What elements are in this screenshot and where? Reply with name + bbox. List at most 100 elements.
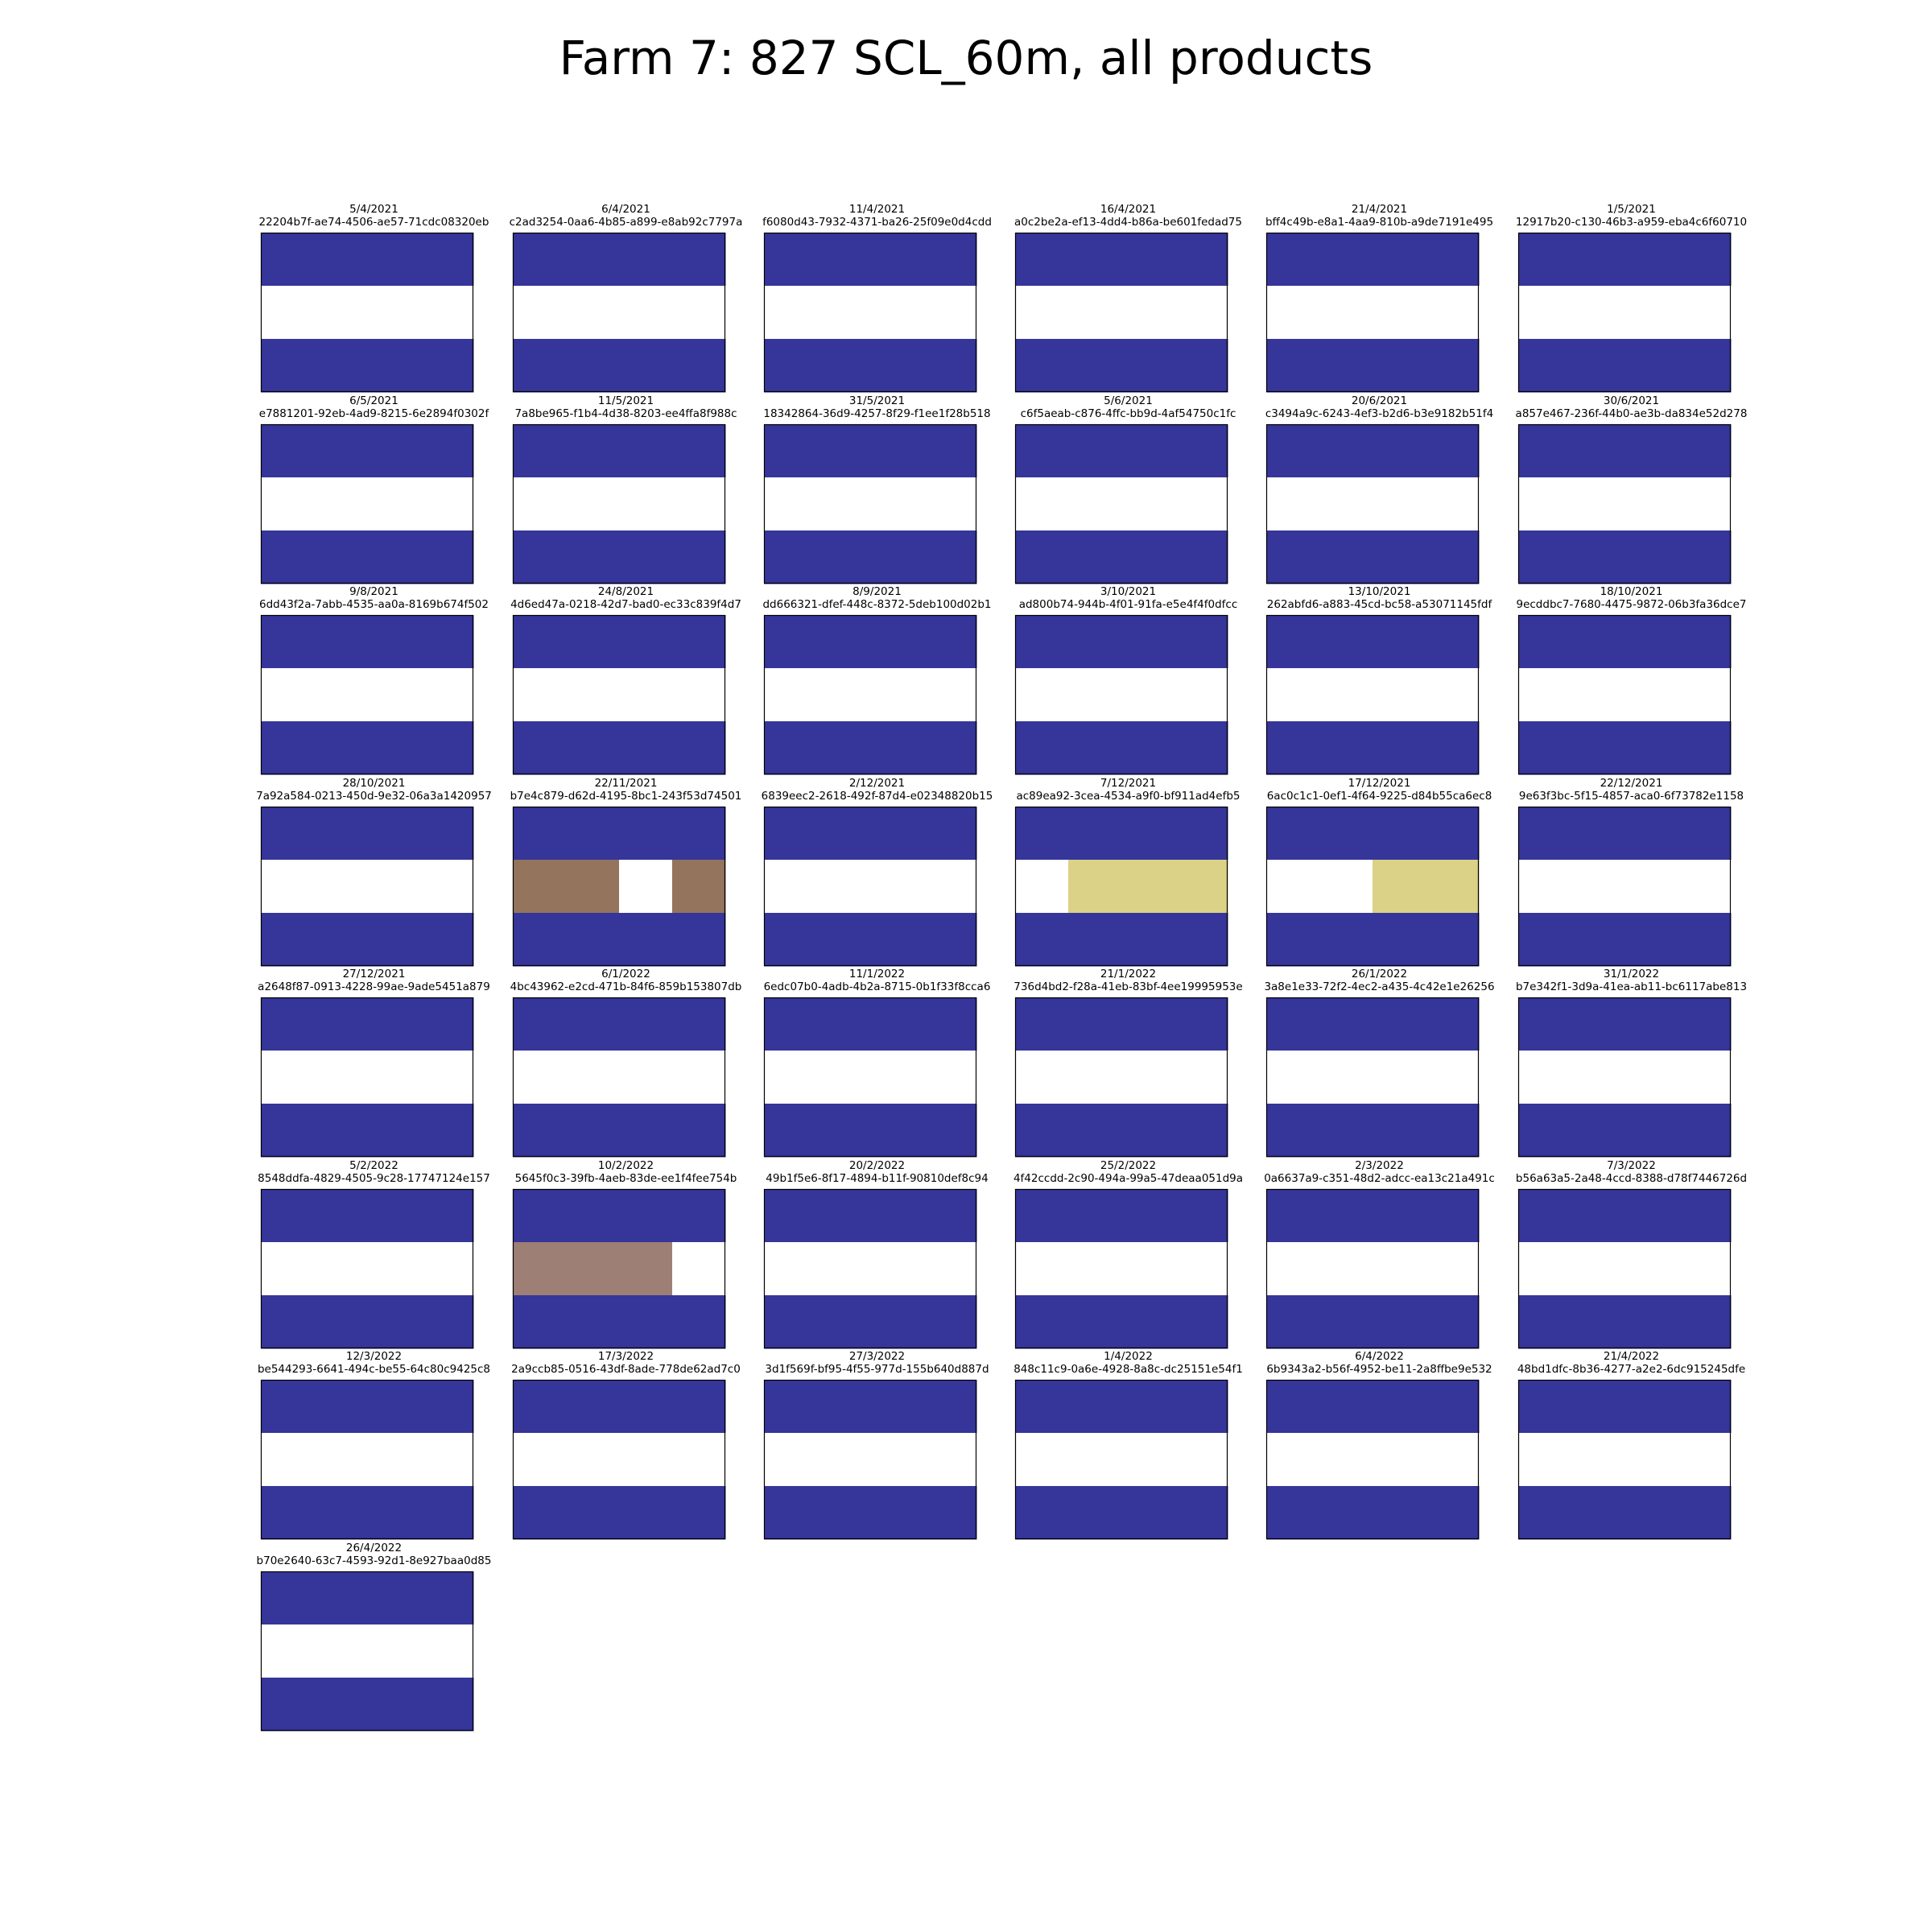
heatmap-cell xyxy=(1624,1380,1678,1434)
heatmap-cell xyxy=(672,286,726,340)
heatmap-cell xyxy=(1571,286,1625,340)
heatmap-cell xyxy=(1518,1242,1572,1296)
heatmap-cell xyxy=(420,615,474,669)
heatmap-cell xyxy=(566,913,620,967)
heatmap-cell xyxy=(261,1678,315,1732)
panel-heatmap xyxy=(1265,232,1480,393)
heatmap-cell xyxy=(1266,233,1320,287)
panel-heatmap xyxy=(1265,423,1480,584)
panel-frame xyxy=(260,423,474,584)
chart-panel: 7/12/2021 ac89ea92-3cea-4534-a9f0-bf911ad… xyxy=(1003,777,1253,967)
heatmap-cell xyxy=(367,1104,421,1158)
panel-heatmap xyxy=(512,423,726,584)
chart-panel: 11/5/2021 7a8be965-f1b4-4d38-8203-ee4ffa8… xyxy=(501,394,751,584)
panel-frame xyxy=(512,1188,726,1349)
panel-heatmap xyxy=(512,1188,726,1349)
heatmap-cell xyxy=(619,721,673,775)
heatmap-cell xyxy=(566,997,620,1051)
heatmap-cell xyxy=(1266,477,1320,531)
heatmap-cell xyxy=(1068,913,1122,967)
heatmap-cell xyxy=(1678,807,1732,861)
heatmap-cell xyxy=(1624,424,1678,478)
panel-heatmap xyxy=(1014,1188,1228,1349)
heatmap-cell xyxy=(566,424,620,478)
panel-date: 27/12/2021 xyxy=(342,968,406,980)
heatmap-cell xyxy=(1518,615,1572,669)
heatmap-cell xyxy=(672,1295,726,1349)
heatmap-cell xyxy=(870,530,924,584)
heatmap-cell xyxy=(367,530,421,584)
heatmap-cell xyxy=(764,1104,818,1158)
heatmap-cell xyxy=(870,997,924,1051)
panel-frame xyxy=(763,1379,977,1540)
heatmap-cell xyxy=(1266,286,1320,340)
heatmap-cell xyxy=(1121,721,1175,775)
heatmap-cell xyxy=(1571,424,1625,478)
heatmap-cell xyxy=(1518,860,1572,914)
panel-frame xyxy=(763,423,977,584)
panel-date: 11/1/2022 xyxy=(848,968,906,980)
heatmap-cell xyxy=(367,286,421,340)
panel-heatmap xyxy=(1014,614,1228,775)
heatmap-cell xyxy=(1068,1189,1122,1243)
heatmap-cell xyxy=(367,668,421,722)
heatmap-cell xyxy=(1571,860,1625,914)
panel-frame xyxy=(1265,614,1480,775)
heatmap-cell xyxy=(1068,997,1122,1051)
heatmap-cell xyxy=(870,424,924,478)
heatmap-cell xyxy=(1266,997,1320,1051)
panel-frame xyxy=(1014,614,1228,775)
chart-panel: 2/3/2022 0a6637a9-c351-48d2-adcc-ea13c21a… xyxy=(1254,1159,1505,1349)
heatmap-cell xyxy=(1571,1242,1625,1296)
heatmap-cell xyxy=(764,913,818,967)
heatmap-cell xyxy=(1121,530,1175,584)
chart-panel: 20/6/2021 c3494a9c-6243-4ef3-b2d6-b3e9182… xyxy=(1254,394,1505,584)
panel-heatmap xyxy=(260,1379,474,1540)
panel-date: 21/1/2022 xyxy=(1100,968,1157,980)
heatmap-cell xyxy=(764,668,818,722)
panel-heatmap xyxy=(1014,806,1228,967)
heatmap-cell xyxy=(367,1295,421,1349)
heatmap-cell xyxy=(817,1104,871,1158)
heatmap-cell xyxy=(1266,1486,1320,1540)
heatmap-cell xyxy=(764,233,818,287)
panel-heatmap xyxy=(1517,1188,1732,1349)
heatmap-cell xyxy=(619,233,673,287)
heatmap-cell xyxy=(1426,997,1480,1051)
heatmap-cell xyxy=(870,1295,924,1349)
heatmap-cell xyxy=(817,1380,871,1434)
panel-frame xyxy=(1265,1379,1480,1540)
heatmap-cell xyxy=(1624,1051,1678,1104)
heatmap-cell xyxy=(1015,1051,1069,1104)
panel-date: 5/4/2021 xyxy=(349,203,398,216)
heatmap-cell xyxy=(1571,615,1625,669)
heatmap-cell xyxy=(619,1104,673,1158)
heatmap-cell xyxy=(513,1242,567,1296)
heatmap-cell xyxy=(817,339,871,393)
heatmap-cell xyxy=(566,1051,620,1104)
panel-product-id: 18342864-36d9-4257-8f29-f1ee1f28b518 xyxy=(763,407,991,420)
heatmap-cell xyxy=(1068,668,1122,722)
heatmap-cell xyxy=(1373,913,1426,967)
heatmap-cell xyxy=(817,913,871,967)
heatmap-cell xyxy=(1426,1189,1480,1243)
heatmap-cell xyxy=(817,233,871,287)
panel-product-id: 2a9ccb85-0516-43df-8ade-778de62ad7c0 xyxy=(511,1363,741,1376)
heatmap-cell xyxy=(1426,530,1480,584)
heatmap-cell xyxy=(420,860,474,914)
heatmap-cell xyxy=(513,339,567,393)
heatmap-cell xyxy=(566,807,620,861)
heatmap-cell xyxy=(672,668,726,722)
heatmap-cell xyxy=(1571,1051,1625,1104)
heatmap-cell xyxy=(1068,530,1122,584)
panel-product-id: 5645f0c3-39fb-4aeb-83de-ee1f4fee754b xyxy=(514,1172,737,1185)
heatmap-cell xyxy=(420,997,474,1051)
heatmap-cell xyxy=(1121,1433,1175,1487)
heatmap-cell xyxy=(764,424,818,478)
heatmap-cell xyxy=(870,1051,924,1104)
heatmap-cell xyxy=(619,860,673,914)
heatmap-cell xyxy=(513,615,567,669)
heatmap-cell xyxy=(1426,477,1480,531)
heatmap-cell xyxy=(420,1051,474,1104)
heatmap-cell xyxy=(923,477,977,531)
